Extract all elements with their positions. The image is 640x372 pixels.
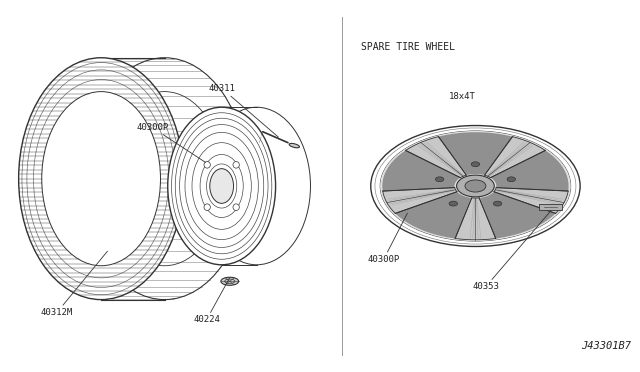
- Circle shape: [471, 162, 479, 167]
- Text: J43301B7: J43301B7: [581, 341, 631, 351]
- Polygon shape: [484, 137, 545, 178]
- Polygon shape: [396, 192, 471, 238]
- Polygon shape: [455, 198, 496, 240]
- Ellipse shape: [19, 58, 184, 299]
- Polygon shape: [494, 187, 568, 214]
- Text: 40312M: 40312M: [41, 251, 108, 317]
- Ellipse shape: [289, 144, 300, 148]
- Ellipse shape: [204, 204, 211, 211]
- Ellipse shape: [233, 204, 239, 211]
- Text: 40224: 40224: [193, 278, 230, 324]
- Polygon shape: [406, 137, 467, 178]
- Ellipse shape: [221, 277, 239, 285]
- Text: 40353: 40353: [472, 211, 551, 291]
- Circle shape: [465, 180, 486, 192]
- Circle shape: [380, 131, 571, 241]
- Polygon shape: [382, 150, 460, 191]
- Text: 40300P: 40300P: [367, 213, 408, 264]
- Circle shape: [380, 131, 571, 241]
- Polygon shape: [480, 192, 556, 238]
- Circle shape: [371, 125, 580, 247]
- Ellipse shape: [233, 161, 239, 168]
- Circle shape: [456, 175, 494, 197]
- Ellipse shape: [210, 169, 234, 203]
- Ellipse shape: [204, 161, 211, 168]
- Polygon shape: [438, 132, 513, 175]
- Ellipse shape: [168, 107, 276, 265]
- Circle shape: [449, 201, 458, 206]
- Polygon shape: [540, 204, 562, 210]
- Polygon shape: [383, 187, 457, 214]
- Text: 18x4T: 18x4T: [449, 92, 476, 101]
- Polygon shape: [491, 150, 568, 191]
- Circle shape: [435, 177, 444, 182]
- Circle shape: [493, 201, 502, 206]
- Circle shape: [507, 177, 515, 182]
- Text: 40311: 40311: [209, 84, 278, 137]
- Text: 40300P: 40300P: [136, 123, 205, 162]
- Text: SPARE TIRE WHEEL: SPARE TIRE WHEEL: [361, 42, 455, 52]
- Ellipse shape: [42, 92, 161, 266]
